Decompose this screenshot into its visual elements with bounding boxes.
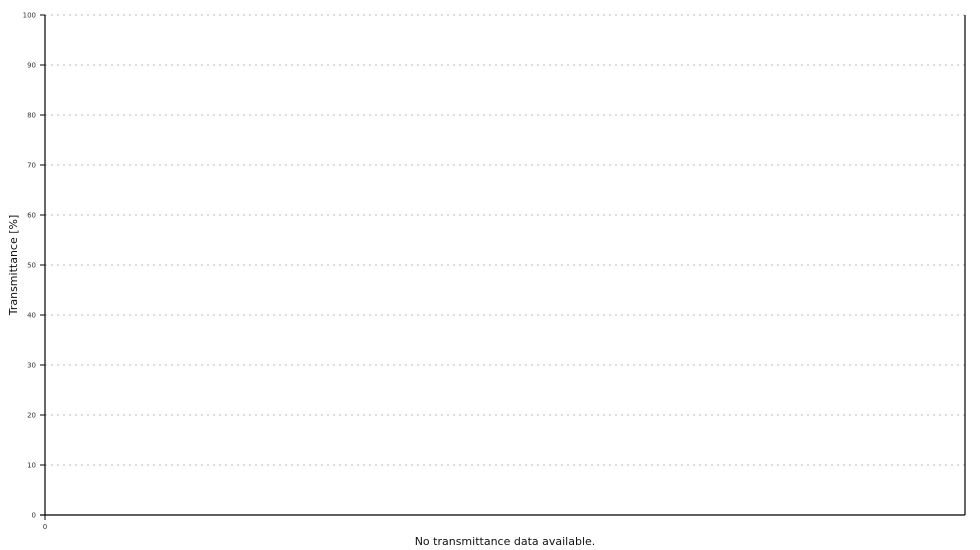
y-tick-label: 90 [27,62,36,70]
y-tick-label: 50 [27,262,36,270]
x-axis-ticks: 0 [43,515,47,531]
y-tick-label: 10 [27,462,36,470]
y-tick-label: 20 [27,412,36,420]
y-axis-ticks: 0 10 20 30 40 50 60 70 80 90 100 [23,12,45,520]
y-tick-label: 0 [32,512,36,520]
y-tick-label: 30 [27,362,36,370]
y-tick-label: 70 [27,162,36,170]
y-axis-label: Transmittance [%] [7,215,20,317]
y-tick-label: 60 [27,212,36,220]
grid-lines [45,14,965,466]
y-tick-label: 40 [27,312,36,320]
y-tick-label: 100 [23,12,36,20]
x-tick-label: 0 [43,523,47,531]
empty-data-message: No transmittance data available. [415,535,596,548]
y-tick-label: 80 [27,112,36,120]
